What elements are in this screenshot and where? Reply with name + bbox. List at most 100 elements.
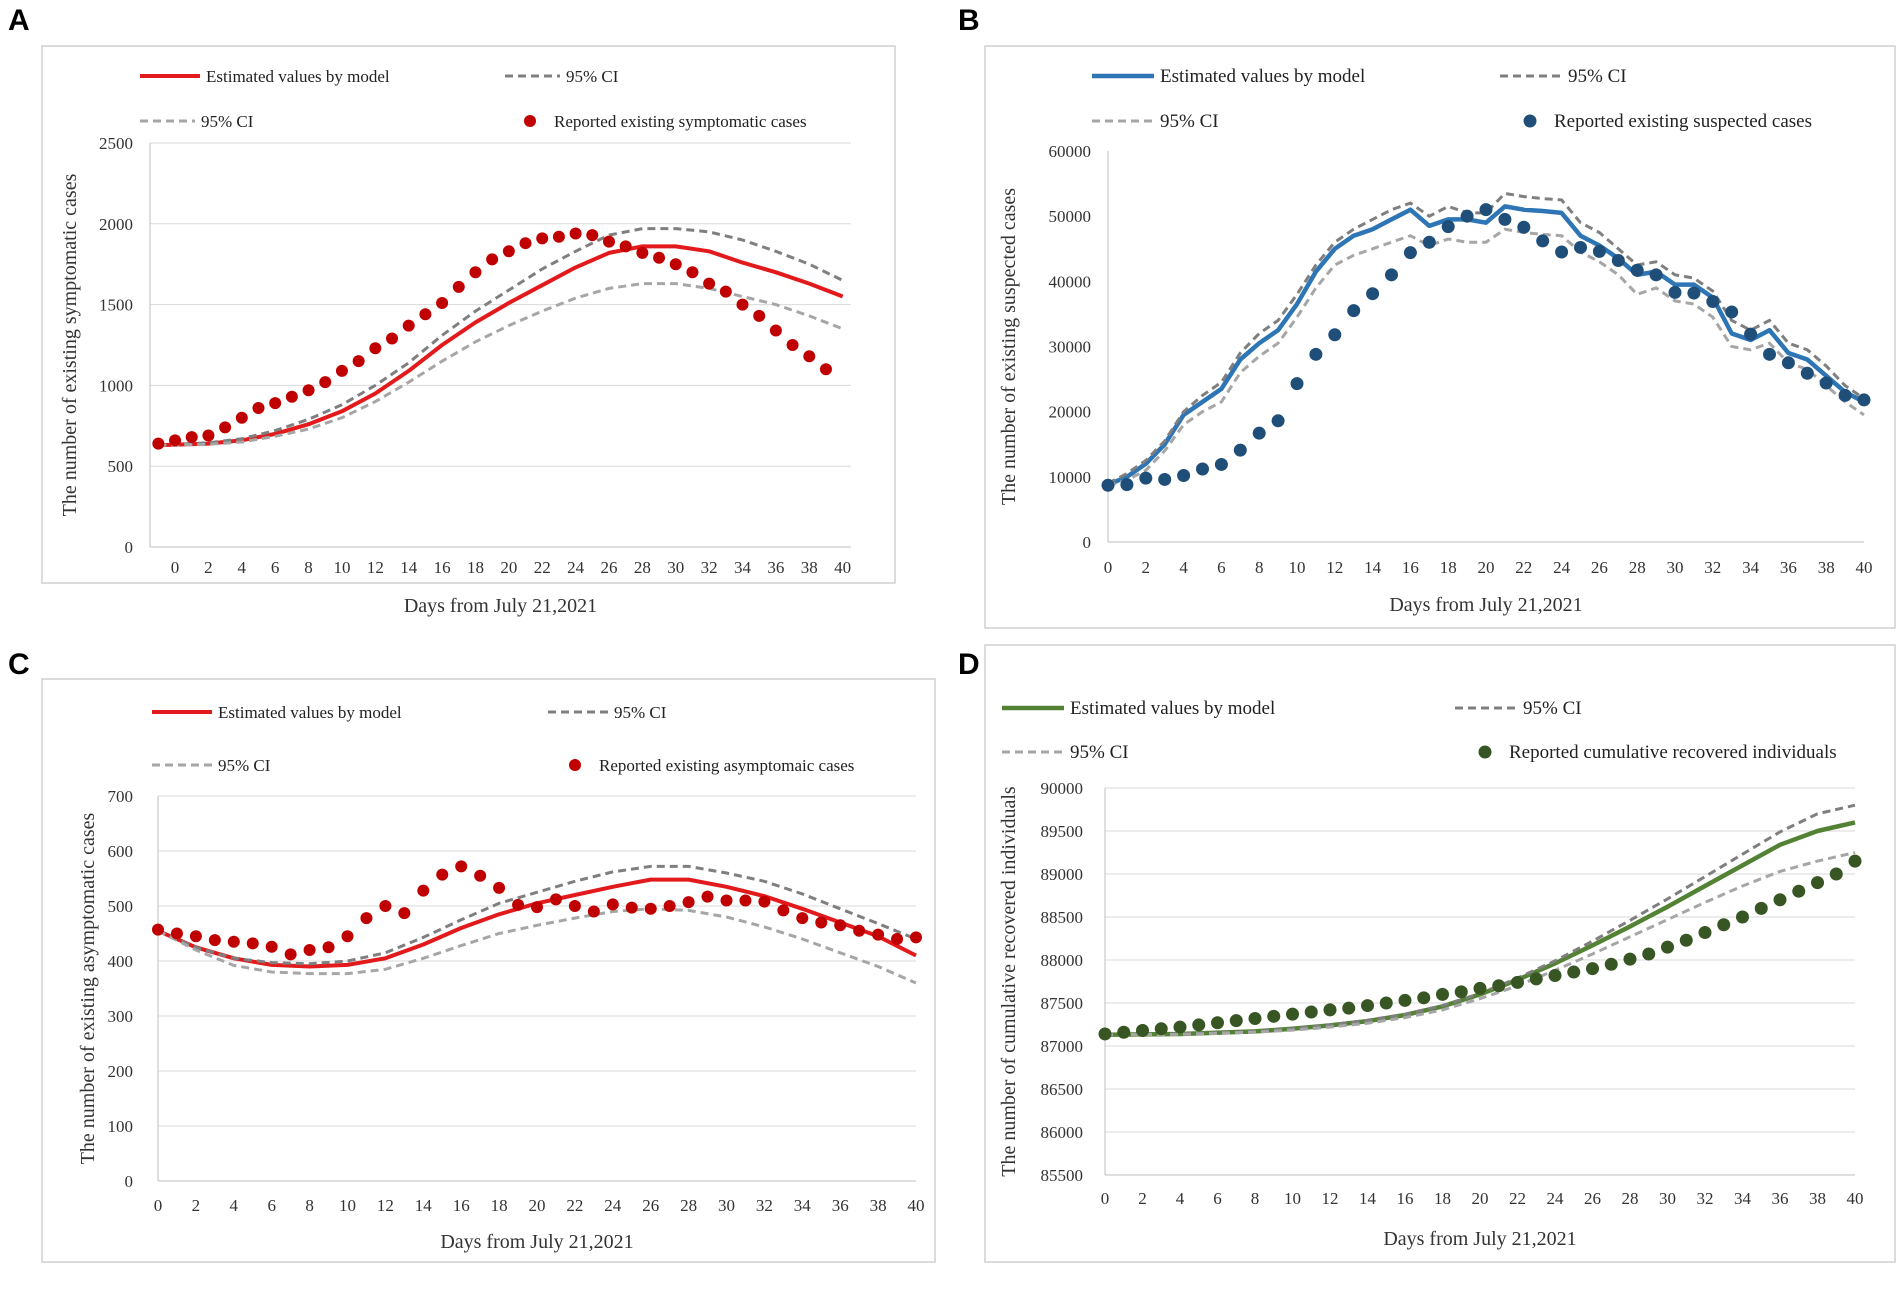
reported-data-point <box>284 948 297 961</box>
ci-lower-line <box>157 907 917 985</box>
reported-data-point <box>1687 286 1701 300</box>
x-tick-label: 10 <box>333 558 350 577</box>
reported-data-point <box>512 898 525 911</box>
reported-data-point <box>872 928 885 941</box>
reported-data-point <box>1555 245 1569 259</box>
reported-data-point <box>493 881 506 894</box>
reported-data-point <box>796 912 809 925</box>
reported-data-point <box>1829 867 1843 881</box>
x-tick-label: 14 <box>1364 558 1382 577</box>
y-tick-label: 700 <box>108 787 134 806</box>
x-tick-label: 34 <box>1742 558 1760 577</box>
reported-data-point <box>419 308 432 321</box>
reported-data-point <box>1120 478 1134 492</box>
y-axis-title: The number of cumulative recovered indiv… <box>998 786 1020 1177</box>
y-tick-label: 90000 <box>1041 779 1084 798</box>
x-tick-label: 22 <box>566 1196 583 1215</box>
x-tick-label: 36 <box>1780 558 1797 577</box>
reported-data-point <box>1233 443 1247 457</box>
y-tick-label: 0 <box>125 1172 134 1191</box>
reported-data-point <box>910 931 922 944</box>
reported-data-point <box>1623 952 1637 966</box>
legend-label: Estimated values by model <box>1160 66 1365 87</box>
x-tick-label: 34 <box>794 1196 812 1215</box>
reported-data-point <box>753 309 766 322</box>
x-tick-label: 26 <box>1591 558 1608 577</box>
reported-data-point <box>720 894 733 907</box>
legend-label: 95% CI <box>1568 66 1627 87</box>
reported-data-point <box>853 924 866 937</box>
reported-data-point <box>1574 240 1587 254</box>
reported-data-point <box>469 266 482 279</box>
ci-upper-line <box>158 227 844 447</box>
x-tick-label: 38 <box>870 1196 887 1215</box>
x-tick-label: 14 <box>415 1196 433 1215</box>
legend-marker-reported <box>1523 114 1537 128</box>
x-tick-label: 40 <box>908 1196 925 1215</box>
reported-data-point <box>219 421 232 434</box>
reported-data-point <box>1211 1016 1224 1030</box>
reported-data-point <box>474 869 487 882</box>
y-tick-label: 2000 <box>99 215 133 234</box>
x-tick-label: 10 <box>1284 1189 1301 1208</box>
legend-label: Reported existing asymptomaic cases <box>599 756 854 775</box>
reported-data-point <box>1290 377 1304 391</box>
y-tick-label: 2500 <box>99 134 133 153</box>
reported-data-point <box>1323 1003 1337 1017</box>
x-tick-label: 12 <box>1322 1189 1339 1208</box>
x-tick-label: 2 <box>1142 558 1151 577</box>
reported-data-point <box>1811 876 1824 890</box>
reported-data-point <box>1342 1001 1356 1015</box>
x-tick-label: 8 <box>1255 558 1264 577</box>
reported-data-point <box>1763 347 1776 361</box>
reported-data-point <box>379 900 392 912</box>
reported-data-point <box>1857 393 1871 407</box>
reported-data-point <box>269 397 282 410</box>
reported-data-point <box>1511 975 1524 989</box>
y-tick-label: 400 <box>108 952 134 971</box>
legend-label: 95% CI <box>201 112 254 131</box>
x-tick-label: 28 <box>634 558 651 577</box>
legend-label: 95% CI <box>218 756 271 775</box>
reported-data-point <box>619 240 632 253</box>
x-tick-label: 20 <box>529 1196 546 1215</box>
ci-lower-line <box>1104 851 1856 1037</box>
reported-data-point <box>1479 203 1493 217</box>
model-estimate-line <box>158 244 844 448</box>
reported-data-point <box>303 944 316 956</box>
x-tick-label: 8 <box>304 558 313 577</box>
reported-data-point <box>1361 999 1374 1013</box>
legend-label: Estimated values by model <box>218 703 402 722</box>
reported-data-point <box>170 927 183 940</box>
reported-data-point <box>569 227 582 240</box>
x-tick-label: 28 <box>1622 1189 1639 1208</box>
x-tick-label: 2 <box>204 558 213 577</box>
reported-data-point <box>606 898 619 911</box>
reported-data-point <box>803 350 816 363</box>
x-tick-label: 20 <box>1478 558 1495 577</box>
reported-data-point <box>1286 1007 1299 1021</box>
reported-data-point <box>335 364 348 377</box>
reported-data-point <box>1668 285 1682 299</box>
legend-label: 95% CI <box>1160 111 1219 132</box>
reported-data-point <box>1441 220 1455 234</box>
reported-data-point <box>1725 305 1739 319</box>
reported-data-point <box>1309 347 1323 361</box>
reported-data-point <box>502 245 515 258</box>
reported-data-point <box>1611 253 1625 267</box>
x-tick-label: 0 <box>171 558 180 577</box>
reported-data-point <box>552 230 565 243</box>
legend-label: Reported existing symptomatic cases <box>554 112 807 131</box>
reported-data-point <box>739 894 752 907</box>
reported-data-point <box>701 890 714 903</box>
reported-data-point <box>1736 910 1749 924</box>
x-tick-label: 36 <box>1772 1189 1789 1208</box>
x-axis-title: Days from July 21,2021 <box>1389 594 1582 616</box>
reported-data-point <box>1229 1014 1243 1028</box>
reported-data-point <box>398 907 411 920</box>
reported-data-point <box>644 902 657 915</box>
reported-data-point <box>636 246 649 259</box>
reported-data-point <box>1567 965 1581 979</box>
